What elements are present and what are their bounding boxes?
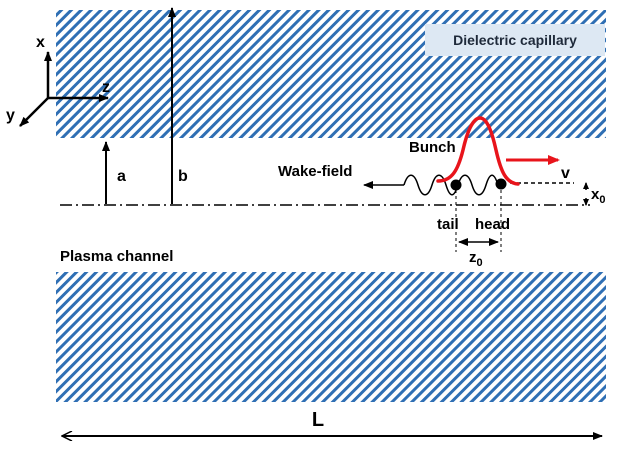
z-axis-label: z bbox=[102, 79, 110, 96]
y-axis-label: y bbox=[6, 107, 15, 124]
wake-field-oscillation bbox=[403, 174, 500, 196]
tail-particle bbox=[450, 179, 462, 191]
bunch-profile bbox=[436, 116, 520, 186]
z0-label: z0 bbox=[469, 249, 483, 269]
plasma-channel-label: Plasma channel bbox=[60, 248, 173, 265]
x0-label: x0 bbox=[591, 186, 605, 206]
wake-field-label: Wake-field bbox=[278, 163, 352, 180]
tail-label: tail bbox=[437, 216, 459, 233]
velocity-label: v bbox=[561, 165, 570, 182]
head-particle bbox=[495, 178, 507, 190]
dielectric-label-box bbox=[425, 24, 605, 56]
radius-a-label: a bbox=[117, 168, 126, 185]
coordinate-axes bbox=[19, 51, 109, 127]
length-label: L bbox=[312, 409, 324, 431]
bunch-label: Bunch bbox=[409, 139, 456, 156]
dielectric-wall-bottom bbox=[56, 272, 606, 402]
dielectric-capillary-label: Dielectric capillary bbox=[453, 32, 577, 48]
head-label: head bbox=[475, 216, 510, 233]
radius-b-label: b bbox=[178, 168, 188, 185]
x-axis-label: x bbox=[36, 34, 45, 51]
